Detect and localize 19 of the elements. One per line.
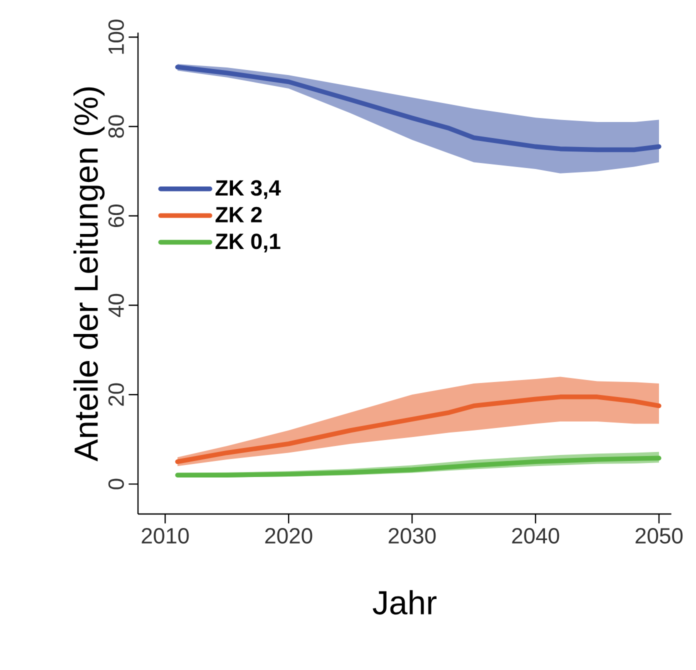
y-tick-label: 80 xyxy=(108,115,124,138)
line-series xyxy=(175,456,662,478)
x-tick-label: 2010 xyxy=(142,528,189,544)
y-tick-label: 60 xyxy=(108,204,124,228)
y-tick-label: 40 xyxy=(108,294,124,318)
legend-label: ZK 3,4 xyxy=(216,180,281,199)
x-tick-label: 2040 xyxy=(512,528,560,544)
y-tick-label: 20 xyxy=(108,383,124,406)
legend-label: ZK 2 xyxy=(216,206,262,222)
x-tick-label: 2020 xyxy=(265,528,312,544)
y-axis-title: Anteile der Leitungen (%) xyxy=(73,87,105,462)
line-series xyxy=(175,394,662,464)
x-tick-label: 2030 xyxy=(388,528,436,544)
y-tick-label: 0 xyxy=(108,478,124,490)
legend-label: ZK 0,1 xyxy=(216,234,280,252)
x-axis-title: Jahr xyxy=(372,590,437,615)
x-tick-label: 2050 xyxy=(636,528,683,544)
line-series xyxy=(175,64,662,152)
y-tick-label: 100 xyxy=(108,20,124,54)
